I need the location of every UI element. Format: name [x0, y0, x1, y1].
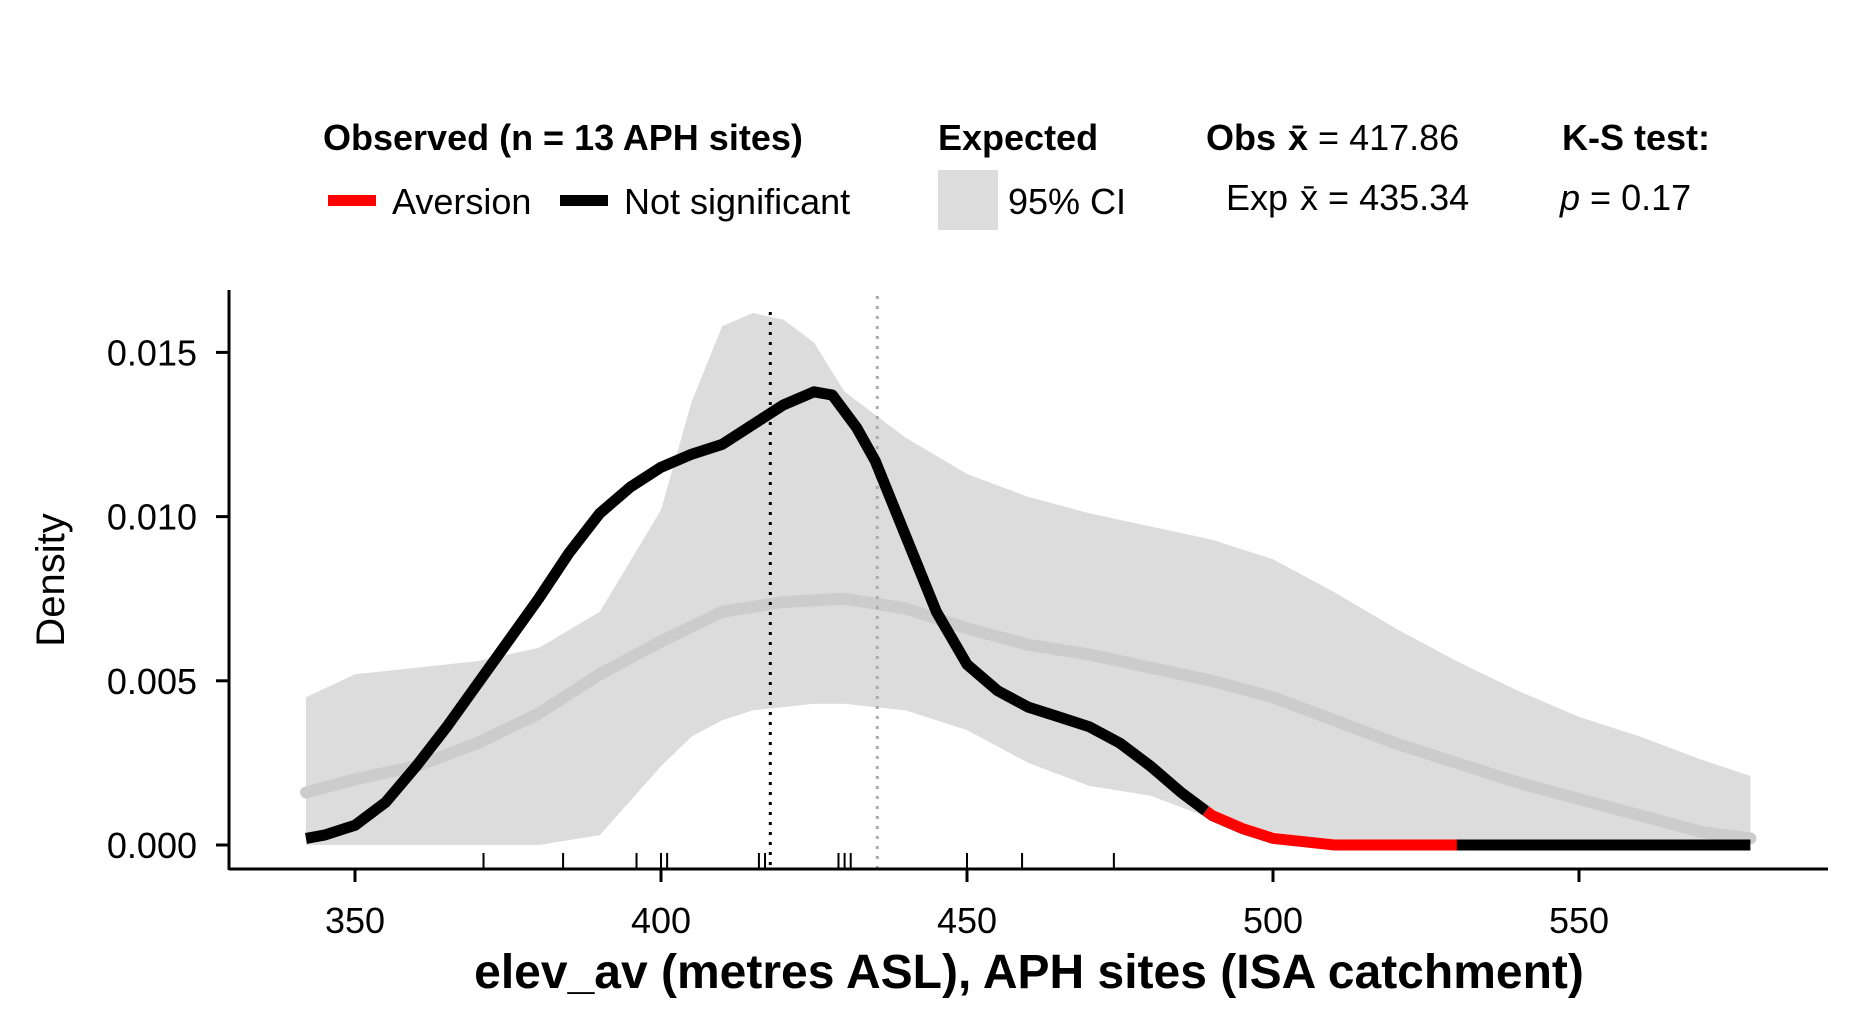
legend-ci-label: 95% CI [1008, 181, 1126, 222]
ks-test-title: K-S test: [1562, 117, 1710, 158]
legend-ci-swatch [938, 170, 998, 230]
legend-not-significant-label: Not significant [624, 181, 850, 222]
legend-expected-title: Expected [938, 117, 1098, 158]
expected-line-layer [300, 592, 1757, 845]
mean-lines-layer [768, 296, 879, 868]
ci-band [306, 313, 1751, 845]
ks-p-label: p [1559, 177, 1580, 218]
obs-mean-label: Obs [1206, 117, 1276, 158]
y-tick-label-1: 0.005 [107, 661, 197, 702]
obs-mean-symbol: x̄ [1288, 117, 1308, 158]
x-tick-label-550: 550 [1549, 900, 1609, 941]
axes [227, 290, 1828, 871]
exp-mean-symbol: x̄ [1300, 177, 1318, 218]
ci-band-layer [306, 313, 1751, 845]
tick-layer: 350 400 450 500 550 0.000 0.005 0.010 0.015 [107, 332, 1609, 941]
legend: Observed (n = 13 APH sites) Aversion Not… [323, 117, 1710, 230]
x-axis-title: elev_av (metres ASL), APH sites (ISA cat… [474, 946, 1584, 999]
exp-mean-label: Exp [1226, 177, 1288, 218]
x-tick-label-500: 500 [1243, 900, 1303, 941]
observed-line-layer [305, 386, 1751, 851]
x-tick-label-400: 400 [631, 900, 691, 941]
x-tick-label-350: 350 [325, 900, 385, 941]
legend-not-significant-swatch [560, 195, 608, 206]
observed-line-segment-not-significant-0 [305, 386, 1209, 844]
obs-mean-value: 417.86 [1349, 117, 1459, 158]
legend-aversion-label: Aversion [392, 181, 531, 222]
y-axis-title: Density [29, 513, 73, 646]
legend-observed-title: Observed (n = 13 APH sites) [323, 117, 803, 158]
y-tick-label-0: 0.000 [107, 825, 197, 866]
ks-p-value: 0.17 [1621, 177, 1691, 218]
expected-line [300, 592, 1757, 845]
ks-test-readout: p = 0.17 [1559, 177, 1691, 218]
legend-aversion-swatch [328, 195, 376, 206]
exp-mean-readout: Exp x̄ = 435.34 [1226, 177, 1469, 218]
y-tick-label-2: 0.010 [107, 497, 197, 538]
rug-layer [482, 853, 1115, 869]
x-tick-label-450: 450 [937, 900, 997, 941]
exp-mean-value: 435.34 [1359, 177, 1469, 218]
observed-line-segment-aversion-1 [1202, 806, 1457, 851]
obs-mean-readout: Obs x̄ = 417.86 [1206, 117, 1459, 158]
y-tick-label-3: 0.015 [107, 332, 197, 373]
